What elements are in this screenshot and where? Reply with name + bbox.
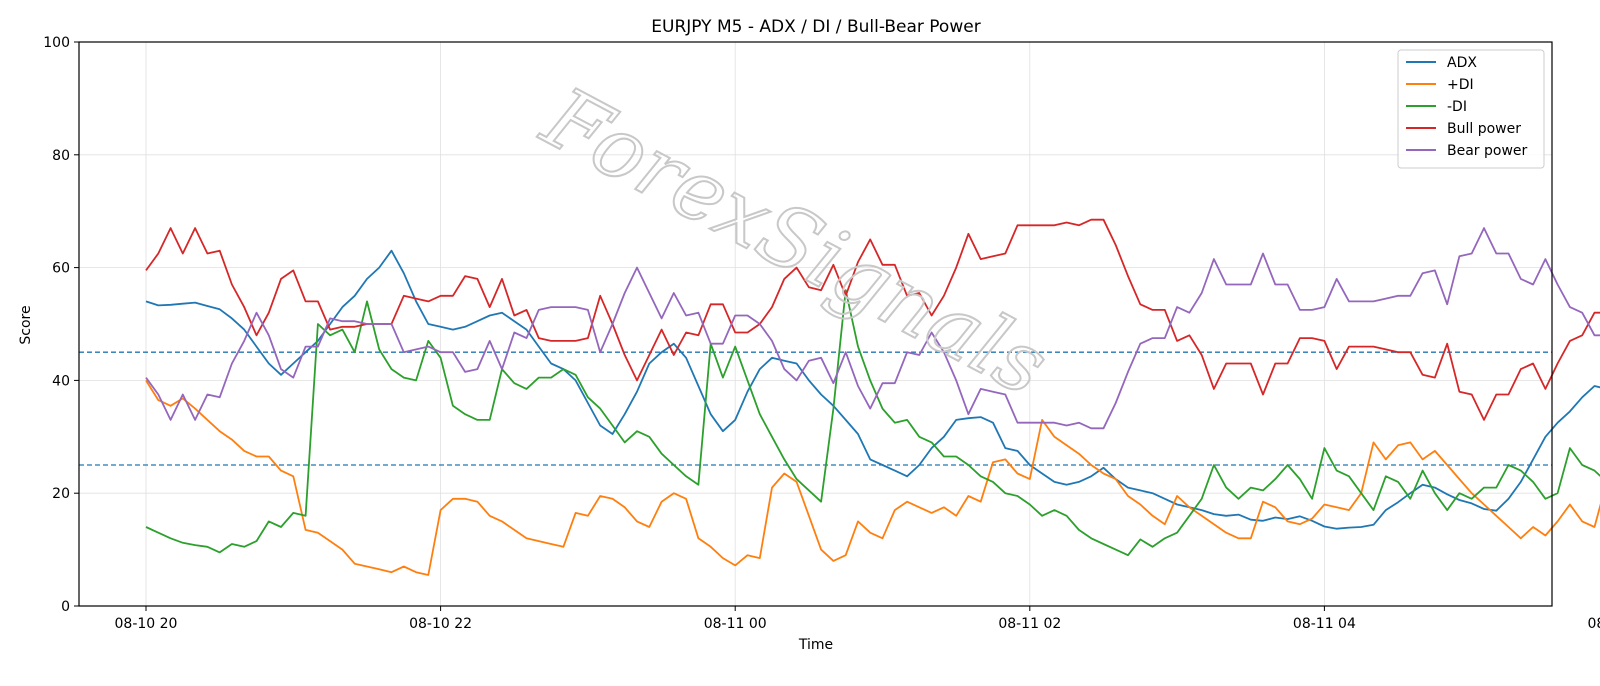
legend-box (1397, 49, 1545, 169)
legend-label: Bear power (1447, 143, 1528, 159)
y-axis-label: Score (18, 305, 34, 344)
reference-lines (79, 351, 1552, 466)
x-tick-label: 08-11 02 (998, 616, 1061, 632)
y-axis: 0 20 40 60 80 100 (43, 35, 79, 615)
x-tick-label: 08-10 22 (409, 616, 472, 632)
legend-label: -DI (1447, 99, 1467, 115)
x-tick-label: 08-11 04 (1293, 616, 1356, 632)
x-axis-label: Time (798, 637, 833, 653)
series-line-di (145, 379, 1600, 576)
series-lines (145, 218, 1600, 576)
x-axis: 08-10 20 08-10 22 08-11 00 08-11 02 08-11 04… (115, 606, 1600, 632)
y-tick-label: 60 (52, 261, 70, 277)
plot-frame (78, 41, 1553, 607)
series-line-bull-power (145, 218, 1600, 421)
x-tick-label: 08-10 20 (115, 616, 178, 632)
chart-title: EURJPY M5 - ADX / DI / Bull-Bear Power (651, 17, 980, 37)
series-line-di (145, 289, 1600, 557)
y-tick-label: 20 (52, 486, 70, 502)
x-tick-label: 08-11 06 (1588, 616, 1600, 632)
series-line-bear-power (145, 227, 1600, 430)
series-line-adx (145, 249, 1600, 530)
x-tick-label: 08-11 00 (704, 616, 767, 632)
y-tick-label: 40 (52, 373, 70, 389)
y-tick-label: 100 (43, 35, 70, 51)
y-tick-label: 80 (52, 148, 70, 164)
legend: ADX +DI -DI Bull power Bear power (1397, 49, 1545, 169)
legend-label: ADX (1447, 55, 1477, 71)
y-tick-label: 0 (61, 599, 70, 615)
legend-label: +DI (1447, 77, 1474, 93)
legend-label: Bull power (1447, 121, 1521, 137)
